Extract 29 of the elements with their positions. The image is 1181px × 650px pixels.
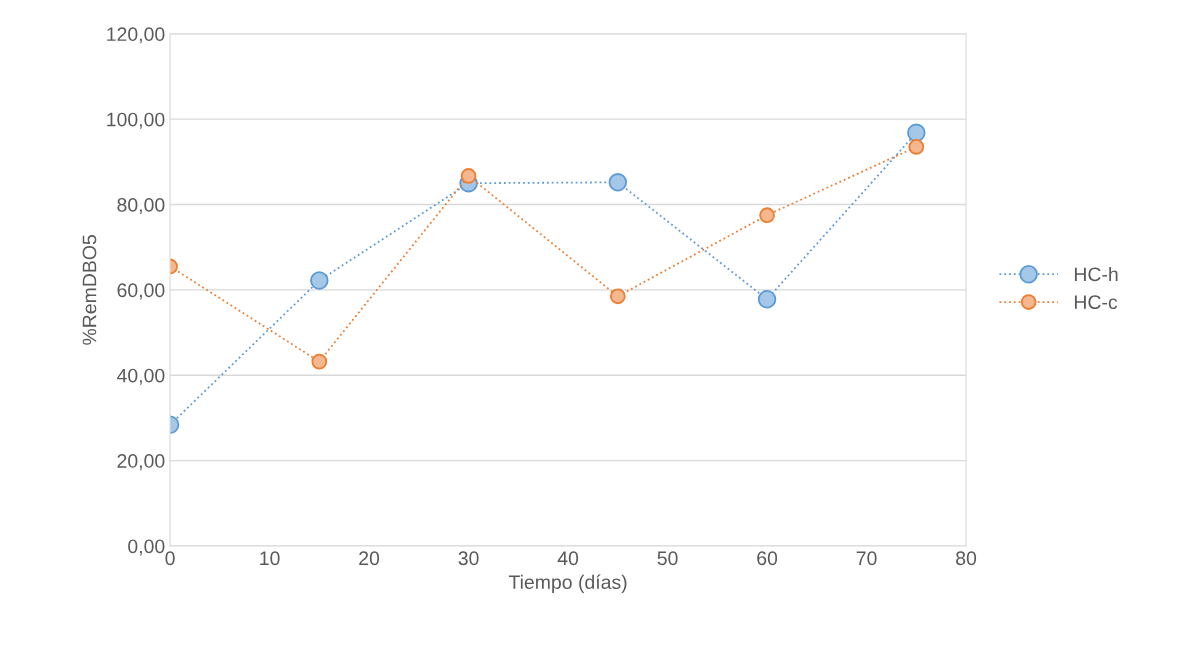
y-axis-title: %RemDBO5 (82, 235, 97, 345)
x-tick-label: 80 (956, 551, 977, 566)
point (311, 353, 328, 370)
y-tick-label: 60,00 (117, 283, 165, 300)
point (609, 288, 626, 305)
y-tick-label: 0,00 (128, 539, 165, 556)
point (908, 139, 925, 155)
point (907, 123, 926, 143)
x-tick-label: 20 (359, 551, 380, 566)
point (757, 290, 777, 309)
x-tick-label: 50 (657, 551, 678, 566)
x-tick-label: 10 (260, 551, 280, 566)
x-tick-label: 30 (458, 551, 479, 566)
point (310, 271, 329, 290)
x-tick-label: 60 (757, 551, 778, 566)
x-axis-title: Tiempo (días) (508, 574, 627, 593)
point (460, 168, 477, 184)
legend-label: HC-c (1074, 295, 1118, 310)
legend-label: HC-h (1074, 266, 1118, 282)
y-tick-label: 20,00 (117, 454, 165, 471)
x-tick-label: 40 (557, 551, 579, 566)
point (608, 173, 628, 192)
y-tick-label: 40,00 (117, 368, 165, 385)
point (759, 207, 775, 224)
y-tick-label: 120,00 (107, 27, 165, 44)
y-tick-label: 80,00 (117, 198, 165, 215)
y-tick-label: 100,00 (107, 112, 165, 129)
x-tick-label: 0 (165, 551, 175, 566)
x-tick-label: 70 (856, 551, 877, 566)
